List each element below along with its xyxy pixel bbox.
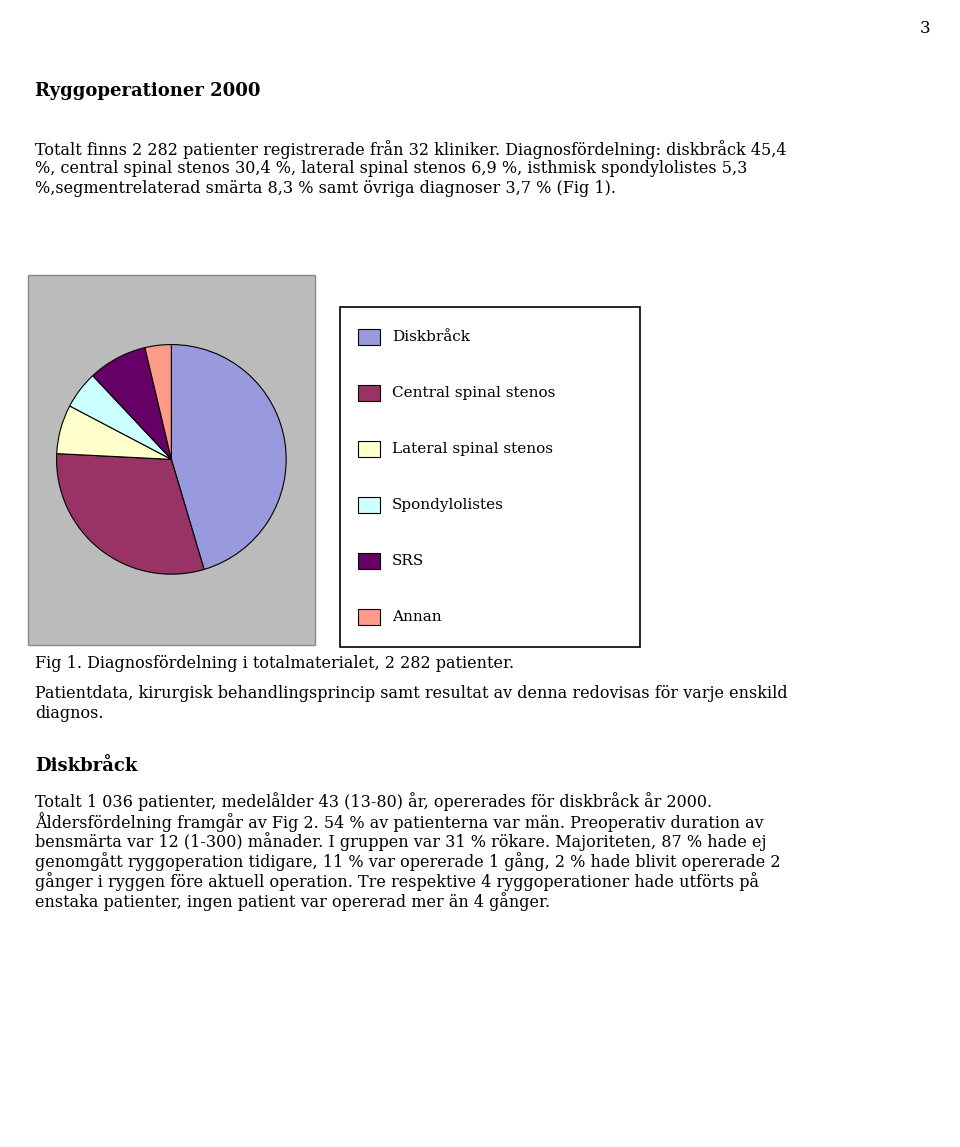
- Text: Central spinal stenos: Central spinal stenos: [392, 387, 556, 400]
- Wedge shape: [57, 406, 172, 459]
- Text: Fig 1. Diagnosfördelning i totalmaterialet, 2 282 patienter.: Fig 1. Diagnosfördelning i totalmaterial…: [35, 655, 515, 672]
- Text: 3: 3: [920, 19, 930, 37]
- Bar: [358, 609, 380, 625]
- Text: Patientdata, kirurgisk behandlingsprincip samt resultat av denna redovisas för v: Patientdata, kirurgisk behandlingsprinci…: [35, 685, 787, 702]
- Text: %, central spinal stenos 30,4 %, lateral spinal stenos 6,9 %, isthmisk spondylol: %, central spinal stenos 30,4 %, lateral…: [35, 159, 748, 177]
- Text: Lateral spinal stenos: Lateral spinal stenos: [392, 442, 553, 457]
- Wedge shape: [70, 376, 172, 459]
- Text: %,segmentrelaterad smärta 8,3 % samt övriga diagnoser 3,7 % (Fig 1).: %,segmentrelaterad smärta 8,3 % samt övr…: [35, 180, 616, 197]
- Wedge shape: [171, 344, 286, 569]
- Bar: [358, 440, 380, 457]
- Bar: [358, 553, 380, 569]
- Bar: [358, 385, 380, 401]
- Text: Åldersfördelning framgår av Fig 2. 54 % av patienterna var män. Preoperativ dura: Åldersfördelning framgår av Fig 2. 54 % …: [35, 812, 763, 832]
- Bar: [358, 497, 380, 513]
- Text: SRS: SRS: [392, 554, 424, 568]
- Wedge shape: [93, 348, 172, 459]
- Text: Totalt finns 2 282 patienter registrerade från 32 kliniker. Diagnosfördelning: d: Totalt finns 2 282 patienter registrerad…: [35, 140, 786, 159]
- Text: bensmärta var 12 (1-300) månader. I gruppen var 31 % rökare. Majoriteten, 87 % h: bensmärta var 12 (1-300) månader. I grup…: [35, 832, 766, 851]
- Text: gånger i ryggen före aktuell operation. Tre respektive 4 ryggoperationer hade ut: gånger i ryggen före aktuell operation. …: [35, 872, 759, 891]
- Text: genomgått ryggoperation tidigare, 11 % var opererade 1 gång, 2 % hade blivit ope: genomgått ryggoperation tidigare, 11 % v…: [35, 852, 780, 871]
- Bar: [340, 307, 640, 647]
- Text: Ryggoperationer 2000: Ryggoperationer 2000: [35, 81, 260, 100]
- Text: Annan: Annan: [392, 610, 442, 624]
- Text: enstaka patienter, ingen patient var opererad mer än 4 gånger.: enstaka patienter, ingen patient var ope…: [35, 892, 550, 911]
- Bar: [28, 275, 315, 645]
- Text: Totalt 1 036 patienter, medelålder 43 (13-80) år, opererades för diskbråck år 20: Totalt 1 036 patienter, medelålder 43 (1…: [35, 791, 712, 811]
- Text: Spondylolistes: Spondylolistes: [392, 498, 504, 512]
- Text: Diskbråck: Diskbråck: [392, 330, 470, 344]
- Text: diagnos.: diagnos.: [35, 705, 104, 721]
- Wedge shape: [145, 344, 172, 459]
- Text: Diskbråck: Diskbråck: [35, 757, 137, 775]
- Bar: [358, 329, 380, 345]
- Wedge shape: [57, 453, 204, 575]
